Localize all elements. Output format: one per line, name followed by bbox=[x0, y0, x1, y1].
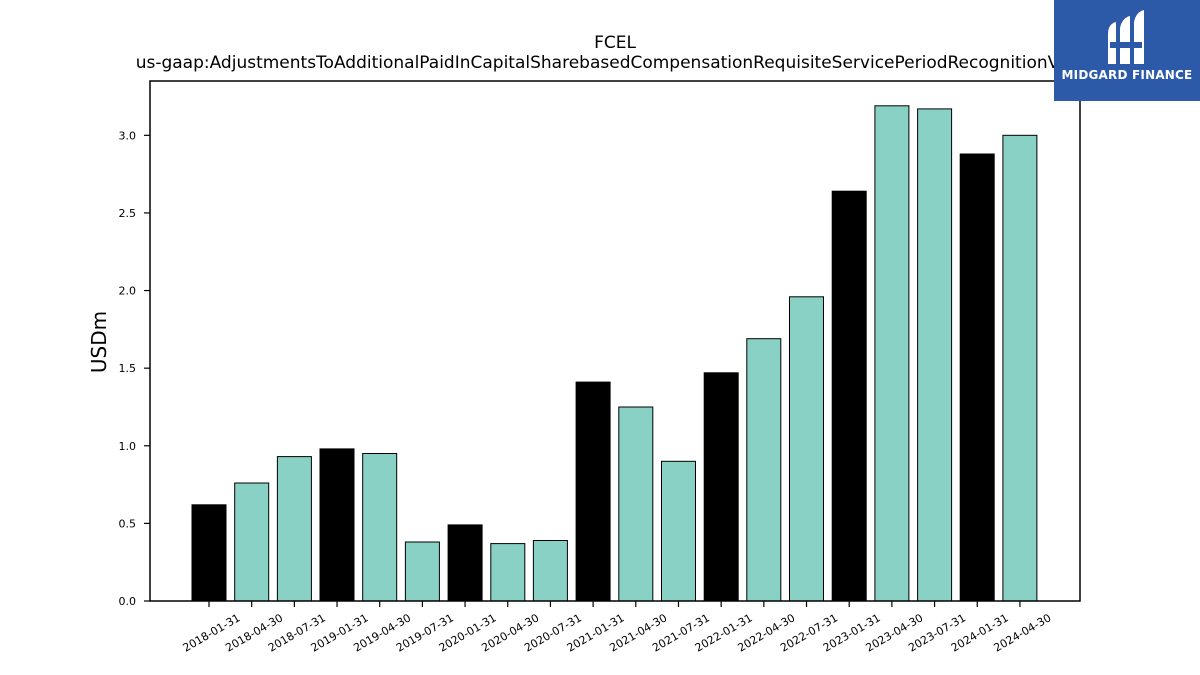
bar-2023-07-31 bbox=[917, 108, 953, 602]
logo-text: MIDGARD FINANCE bbox=[1061, 68, 1193, 82]
bar-2020-07-31 bbox=[532, 540, 568, 602]
y-tick-label: 3.0 bbox=[119, 129, 137, 142]
y-tick-label: 0.0 bbox=[119, 595, 137, 608]
x-ticks-group: 2018-01-312018-04-302018-07-312019-01-31… bbox=[181, 601, 1053, 655]
y-tick-label: 2.5 bbox=[119, 207, 137, 220]
bar-2021-01-31 bbox=[575, 381, 611, 602]
bar-2024-01-31 bbox=[959, 153, 995, 602]
y-tick-label: 2.0 bbox=[119, 285, 137, 298]
bar-2021-04-30 bbox=[618, 406, 654, 602]
logo-mark-icon bbox=[1108, 10, 1144, 64]
bar-2019-04-30 bbox=[362, 453, 398, 602]
bar-2024-04-30 bbox=[1002, 134, 1038, 602]
bar-2019-01-31 bbox=[319, 448, 355, 602]
bar-2023-01-31 bbox=[831, 190, 867, 602]
bars-group bbox=[191, 105, 1038, 602]
bar-2022-01-31 bbox=[703, 372, 739, 602]
bar-2020-01-31 bbox=[447, 524, 483, 602]
bar-2023-04-30 bbox=[874, 105, 910, 602]
y-ticks-group: 0.0 0.5 1.0 1.5 2.0 2.5 3.0 bbox=[119, 129, 150, 608]
bar-2020-04-30 bbox=[490, 543, 526, 602]
bar-2022-04-30 bbox=[746, 338, 782, 602]
chart-title: FCEL bbox=[594, 33, 636, 53]
bar-2018-01-31 bbox=[191, 504, 227, 602]
y-tick-label: 0.5 bbox=[119, 517, 137, 530]
y-axis-label: USDm bbox=[87, 311, 111, 373]
y-tick-label: 1.0 bbox=[119, 440, 137, 453]
bar-2019-07-31 bbox=[404, 541, 440, 602]
chart-subtitle: us-gaap:AdjustmentsToAdditionalPaidInCap… bbox=[136, 53, 1095, 73]
bar-2021-07-31 bbox=[661, 460, 696, 602]
midgard-finance-logo: MIDGARD FINANCE bbox=[1054, 0, 1200, 101]
bar-2018-04-30 bbox=[234, 482, 270, 602]
bar-2022-07-31 bbox=[789, 296, 824, 602]
plot-frame bbox=[149, 80, 1081, 602]
bar-2018-07-31 bbox=[276, 456, 312, 602]
y-tick-label: 1.5 bbox=[119, 362, 137, 375]
